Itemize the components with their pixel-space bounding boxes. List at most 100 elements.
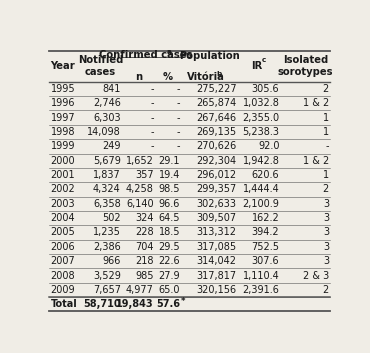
- Text: 270,626: 270,626: [196, 141, 236, 151]
- Text: 27.9: 27.9: [159, 270, 180, 281]
- Text: a: a: [167, 49, 172, 55]
- Text: n: n: [135, 72, 142, 82]
- Text: -: -: [150, 98, 154, 108]
- Text: 2006: 2006: [51, 242, 75, 252]
- Text: 19.4: 19.4: [159, 170, 180, 180]
- Text: Total: Total: [51, 299, 77, 309]
- Text: 292,304: 292,304: [196, 156, 236, 166]
- Text: 92.0: 92.0: [258, 141, 279, 151]
- Text: 841: 841: [102, 84, 121, 94]
- Text: 2,355.0: 2,355.0: [242, 113, 279, 122]
- Text: 2: 2: [323, 84, 329, 94]
- Text: -: -: [150, 113, 154, 122]
- Text: -: -: [326, 141, 329, 151]
- Text: -: -: [150, 127, 154, 137]
- Text: 2005: 2005: [51, 227, 75, 238]
- Text: 5,238.3: 5,238.3: [242, 127, 279, 137]
- Text: 19,843: 19,843: [116, 299, 154, 309]
- Text: 3: 3: [323, 256, 329, 266]
- Text: 1999: 1999: [51, 141, 75, 151]
- Text: 307.6: 307.6: [252, 256, 279, 266]
- Text: 4,258: 4,258: [126, 184, 154, 195]
- Text: 2000: 2000: [51, 156, 75, 166]
- Text: 966: 966: [102, 256, 121, 266]
- Text: 218: 218: [135, 256, 154, 266]
- Text: 309,507: 309,507: [196, 213, 236, 223]
- Text: 275,227: 275,227: [196, 84, 236, 94]
- Text: 2009: 2009: [51, 285, 75, 295]
- Text: 7,657: 7,657: [93, 285, 121, 295]
- Text: 98.5: 98.5: [159, 184, 180, 195]
- Text: 1 & 2: 1 & 2: [303, 98, 329, 108]
- Text: Isolated
sorotypes: Isolated sorotypes: [278, 55, 333, 77]
- Text: 305.6: 305.6: [252, 84, 279, 94]
- Text: IR: IR: [251, 61, 262, 71]
- Text: Population: Population: [179, 51, 240, 61]
- Text: %: %: [163, 72, 173, 82]
- Text: 14,098: 14,098: [87, 127, 121, 137]
- Text: 317,817: 317,817: [196, 270, 236, 281]
- Text: 2: 2: [323, 184, 329, 195]
- Text: 2001: 2001: [51, 170, 75, 180]
- Text: 6,303: 6,303: [93, 113, 121, 122]
- Text: 249: 249: [102, 141, 121, 151]
- Text: 2004: 2004: [51, 213, 75, 223]
- Text: 4,324: 4,324: [93, 184, 121, 195]
- Text: 3: 3: [323, 213, 329, 223]
- Text: 1 & 2: 1 & 2: [303, 156, 329, 166]
- Text: 18.5: 18.5: [159, 227, 180, 238]
- Text: 2: 2: [323, 285, 329, 295]
- Text: 6,140: 6,140: [126, 199, 154, 209]
- Text: Year: Year: [51, 61, 75, 71]
- Text: -: -: [177, 127, 180, 137]
- Text: 65.0: 65.0: [159, 285, 180, 295]
- Text: -: -: [177, 113, 180, 122]
- Text: 320,156: 320,156: [196, 285, 236, 295]
- Text: 29.1: 29.1: [159, 156, 180, 166]
- Text: -: -: [177, 98, 180, 108]
- Text: -: -: [177, 84, 180, 94]
- Text: 752.5: 752.5: [251, 242, 279, 252]
- Text: 96.6: 96.6: [159, 199, 180, 209]
- Text: 3,529: 3,529: [93, 270, 121, 281]
- Text: 1: 1: [323, 170, 329, 180]
- Text: Confirmed cases: Confirmed cases: [99, 50, 192, 60]
- Text: 302,633: 302,633: [196, 199, 236, 209]
- Text: -: -: [150, 84, 154, 94]
- Text: 1,942.8: 1,942.8: [242, 156, 279, 166]
- Text: 1,235: 1,235: [93, 227, 121, 238]
- Text: *: *: [181, 297, 186, 305]
- Text: 1,444.4: 1,444.4: [243, 184, 279, 195]
- Text: 317,085: 317,085: [196, 242, 236, 252]
- Text: 2,746: 2,746: [93, 98, 121, 108]
- Text: 64.5: 64.5: [159, 213, 180, 223]
- Text: 269,135: 269,135: [196, 127, 236, 137]
- Text: b: b: [216, 71, 222, 77]
- Text: 265,874: 265,874: [196, 98, 236, 108]
- Text: 4,977: 4,977: [126, 285, 154, 295]
- Text: 324: 324: [135, 213, 154, 223]
- Text: -: -: [177, 141, 180, 151]
- Text: 58,710: 58,710: [83, 299, 121, 309]
- Text: 313,312: 313,312: [196, 227, 236, 238]
- Text: 357: 357: [135, 170, 154, 180]
- Text: 3: 3: [323, 242, 329, 252]
- Text: 22.6: 22.6: [159, 256, 180, 266]
- Text: 502: 502: [102, 213, 121, 223]
- Text: 1995: 1995: [51, 84, 75, 94]
- Text: 985: 985: [135, 270, 154, 281]
- Text: Notified
cases: Notified cases: [78, 55, 123, 77]
- Text: 228: 228: [135, 227, 154, 238]
- Text: 1,652: 1,652: [126, 156, 154, 166]
- Text: 6,358: 6,358: [93, 199, 121, 209]
- Text: 3: 3: [323, 199, 329, 209]
- Text: 29.5: 29.5: [159, 242, 180, 252]
- Text: 5,679: 5,679: [93, 156, 121, 166]
- Text: 1996: 1996: [51, 98, 75, 108]
- Text: 394.2: 394.2: [252, 227, 279, 238]
- Text: 2007: 2007: [51, 256, 75, 266]
- Text: -: -: [150, 141, 154, 151]
- Text: 296,012: 296,012: [196, 170, 236, 180]
- Text: 2003: 2003: [51, 199, 75, 209]
- Text: 2,100.9: 2,100.9: [242, 199, 279, 209]
